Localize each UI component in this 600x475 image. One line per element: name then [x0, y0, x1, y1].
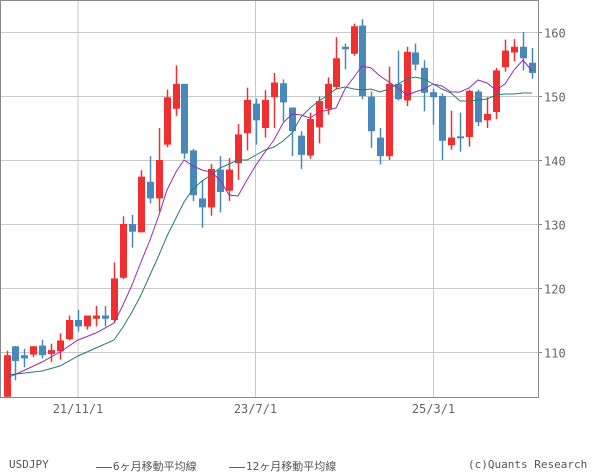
legend-ma6: 6ヶ月移動平均線 [96, 458, 197, 474]
legend-ma12: 12ヶ月移動平均線 [229, 458, 336, 474]
candles [4, 19, 536, 397]
legend-ma6-label: 6ヶ月移動平均線 [113, 460, 197, 473]
svg-text:140: 140 [544, 155, 566, 169]
svg-text:21/11/1: 21/11/1 [53, 402, 104, 416]
svg-text:160: 160 [544, 27, 566, 41]
svg-text:130: 130 [544, 219, 566, 233]
svg-text:110: 110 [544, 347, 566, 361]
ma12-swatch [229, 466, 245, 468]
y-axis: 110 120 130 140 150 160 [538, 27, 566, 361]
candlestick-chart: 110 120 130 140 150 160 21/11/1 23/7/1 25/3/1 [0, 0, 566, 416]
svg-text:120: 120 [544, 283, 566, 297]
credit: (c)Quants Research [468, 458, 588, 471]
grid-lines [0, 0, 538, 398]
svg-text:150: 150 [544, 91, 566, 105]
legend-symbol: USDJPY [9, 458, 49, 471]
legend-ma12-label: 12ヶ月移動平均線 [246, 460, 337, 473]
plot-frame [0, 0, 539, 398]
x-axis: 21/11/1 23/7/1 25/3/1 [53, 402, 455, 416]
ma6-line [6, 59, 533, 379]
ma6-swatch [96, 466, 112, 468]
svg-text:25/3/1: 25/3/1 [412, 402, 455, 416]
svg-text:23/7/1: 23/7/1 [234, 402, 277, 416]
ma12-line [6, 76, 532, 376]
